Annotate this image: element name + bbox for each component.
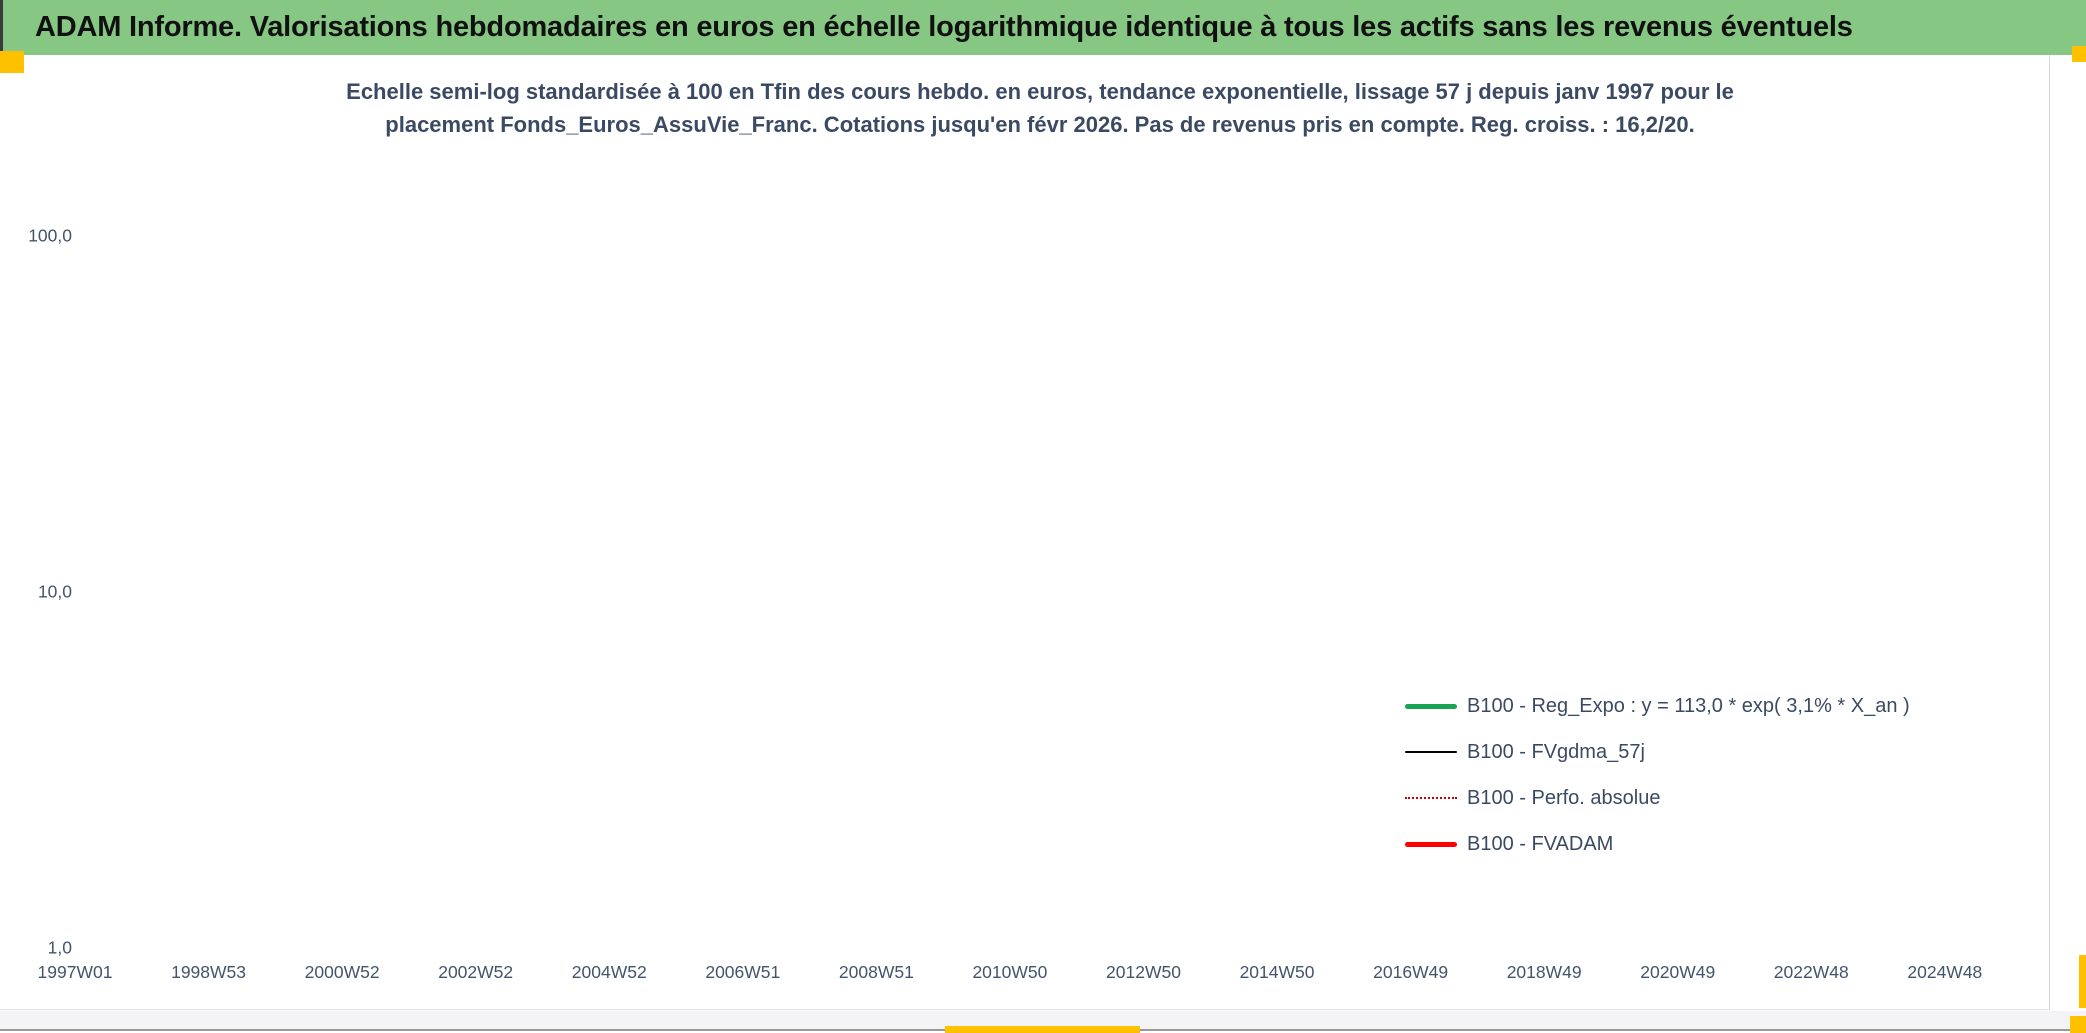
x-tick-label: 2022W48 bbox=[1773, 962, 1849, 982]
legend-line-green-icon bbox=[1405, 703, 1457, 709]
x-tick-label: 2000W52 bbox=[304, 962, 380, 982]
x-tick-label: 2024W48 bbox=[1907, 962, 1983, 982]
y-tick-label: 10,0 bbox=[37, 581, 72, 602]
header-banner: ADAM Informe. Valorisations hebdomadaire… bbox=[0, 0, 2086, 55]
y-tick-label: 1,0 bbox=[47, 937, 72, 958]
x-tick-label: 2010W50 bbox=[972, 962, 1048, 982]
legend-item-fvgdma[interactable]: B100 - FVgdma_57j bbox=[1405, 729, 1910, 775]
selection-handle-bottom-center[interactable] bbox=[945, 1026, 1140, 1033]
chart-area[interactable] bbox=[0, 55, 2050, 1010]
x-tick-label: 2016W49 bbox=[1373, 962, 1449, 982]
x-tick-label: 2004W52 bbox=[571, 962, 647, 982]
legend-item-perfo-absolue[interactable]: B100 - Perfo. absolue bbox=[1405, 775, 1910, 821]
legend-label: B100 - FVADAM bbox=[1467, 832, 1614, 855]
legend-item-reg-expo[interactable]: B100 - Reg_Expo : y = 113,0 * exp( 3,1% … bbox=[1405, 683, 1910, 729]
x-tick-label: 2012W50 bbox=[1106, 962, 1181, 982]
legend-label: B100 - Perfo. absolue bbox=[1467, 786, 1661, 809]
chart-title: Echelle semi-log standardisée à 100 en T… bbox=[210, 75, 1870, 141]
x-tick-label: 2020W49 bbox=[1640, 962, 1716, 982]
selection-handle-top-right[interactable] bbox=[2072, 46, 2086, 62]
selection-handle-top-left[interactable] bbox=[0, 51, 24, 73]
x-tick-label: 2014W50 bbox=[1239, 962, 1315, 982]
legend-line-dotted-red-icon bbox=[1405, 797, 1457, 799]
y-tick-label: 100,0 bbox=[28, 225, 72, 246]
chart-title-line2: placement Fonds_Euros_AssuVie_Franc. Cot… bbox=[385, 112, 1695, 137]
selection-handle-bottom-right[interactable] bbox=[2070, 1016, 2086, 1033]
chart-title-line1: Echelle semi-log standardisée à 100 en T… bbox=[346, 79, 1734, 104]
legend-line-red-icon bbox=[1405, 841, 1457, 847]
legend-line-black-icon bbox=[1405, 750, 1457, 754]
selection-handle-right[interactable] bbox=[2079, 955, 2086, 1008]
legend-label: B100 - FVgdma_57j bbox=[1467, 740, 1645, 763]
legend-label: B100 - Reg_Expo : y = 113,0 * exp( 3,1% … bbox=[1467, 694, 1910, 717]
x-tick-label: 1998W53 bbox=[171, 962, 247, 982]
sheet-row-strip bbox=[0, 1011, 2086, 1030]
x-tick-label: 2006W51 bbox=[705, 962, 781, 982]
page-title: ADAM Informe. Valorisations hebdomadaire… bbox=[35, 11, 1853, 43]
chart-legend: B100 - Reg_Expo : y = 113,0 * exp( 3,1% … bbox=[1405, 683, 1910, 867]
x-tick-label: 2018W49 bbox=[1506, 962, 1582, 982]
x-tick-label: 2008W51 bbox=[838, 962, 914, 982]
legend-item-fvadam[interactable]: B100 - FVADAM bbox=[1405, 821, 1910, 867]
x-tick-label: 1997W01 bbox=[37, 962, 113, 982]
x-tick-label: 2002W52 bbox=[438, 962, 514, 982]
